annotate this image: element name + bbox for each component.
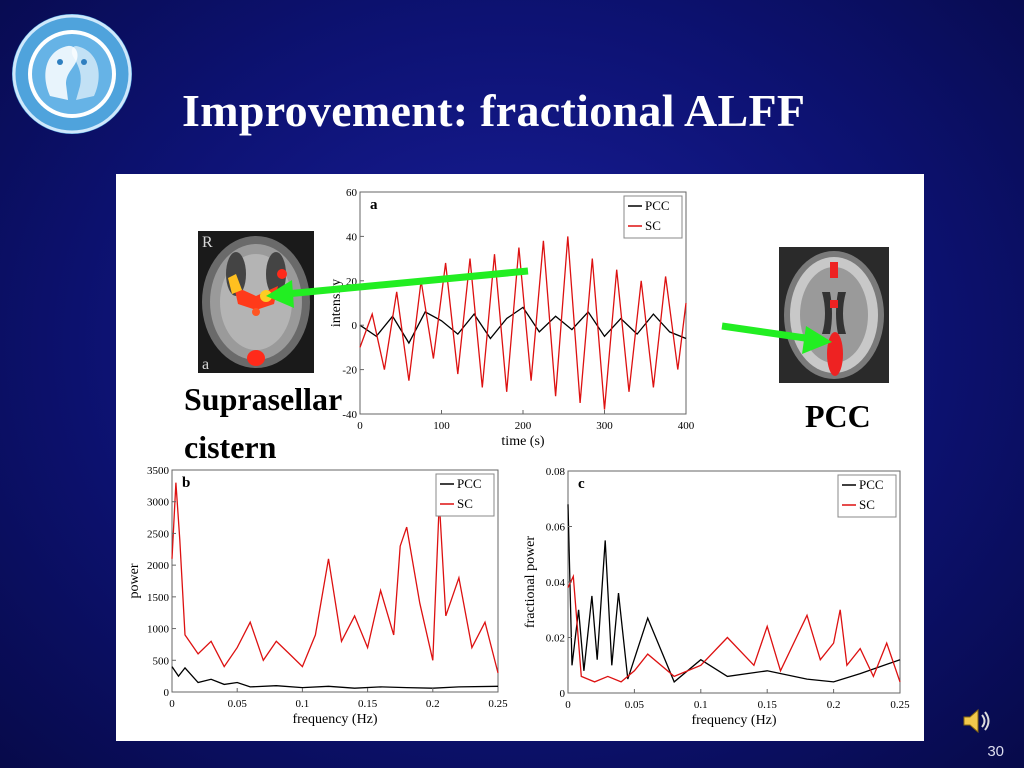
y-tick-label: 0.02 (546, 633, 565, 645)
x-tick-label: 0.25 (488, 698, 508, 710)
legend-label: PCC (457, 476, 482, 491)
legend-box (435, 473, 495, 517)
x-tick-label: 300 (596, 420, 613, 432)
x-tick-label: 200 (515, 420, 532, 432)
x-tick-label: 0 (565, 699, 571, 711)
y-tick-label: 2000 (147, 560, 170, 572)
y-axis-label: fractional power (523, 536, 538, 628)
y-tick-label: 0 (560, 688, 566, 700)
chart-b: 0 0.05 0.1 0.15 0.2 0.25 0 500 1000 1500 2000 2500 3… (127, 465, 508, 727)
arrow-to-pcc (721, 322, 832, 354)
x-axis-label: frequency (Hz) (292, 712, 377, 727)
x-tick-label: 0.15 (358, 698, 378, 710)
x-tick-label: 0.1 (296, 698, 310, 710)
x-tick-label: 0.2 (827, 699, 841, 711)
panel-label: c (578, 476, 585, 492)
series-pcc (567, 504, 901, 683)
brain-left-corner-top: R (202, 234, 213, 251)
y-tick-label: 3000 (147, 497, 170, 509)
x-tick-label: 0.2 (426, 698, 440, 710)
brain-left-corner-bottom: a (202, 356, 209, 373)
x-tick-label: 0 (169, 698, 175, 710)
series-sc (567, 573, 901, 683)
y-tick-label: 1000 (147, 624, 170, 636)
x-tick-label: 0.1 (694, 699, 708, 711)
y-tick-label: 3500 (147, 465, 170, 477)
legend-box (623, 195, 683, 239)
brain-image-left: R a (198, 231, 314, 373)
x-axis-label: frequency (Hz) (691, 713, 776, 728)
y-tick-label: 40 (346, 231, 358, 243)
y-tick-label: 0 (164, 687, 170, 699)
cistern-label: cistern (184, 429, 277, 465)
y-tick-label: -20 (342, 365, 357, 377)
y-tick-label: 2500 (147, 528, 170, 540)
legend-label: PCC (645, 198, 670, 213)
x-tick-label: 100 (433, 420, 450, 432)
panel-label: b (182, 475, 190, 491)
slide-title: Improvement: fractional ALFF (182, 85, 806, 136)
speaker-icon[interactable] (958, 704, 992, 738)
y-tick-label: 0.04 (546, 577, 566, 589)
x-tick-label: 0.05 (625, 699, 645, 711)
legend-label: SC (457, 496, 473, 511)
x-tick-label: 0.25 (890, 699, 910, 711)
figure-panel: R a Suprasellar cistern PCC 0 100 200 300 40… (116, 174, 924, 741)
y-axis-label: power (127, 563, 142, 598)
arrow-to-sc (266, 267, 529, 308)
y-tick-label: 20 (346, 276, 358, 288)
y-tick-label: 60 (346, 187, 358, 199)
panel-label: a (370, 197, 378, 213)
brain-image-right (779, 247, 889, 383)
legend-label: SC (859, 497, 875, 512)
y-tick-label: 500 (153, 655, 170, 667)
y-tick-label: 0.06 (546, 522, 566, 534)
series-sc (359, 236, 687, 410)
legend-box (837, 474, 897, 518)
y-tick-label: 0 (352, 320, 358, 332)
lab-logo (12, 14, 132, 134)
series-sc (171, 482, 499, 674)
x-tick-label: 400 (678, 420, 695, 432)
legend-label: SC (645, 218, 661, 233)
y-tick-label: 0.08 (546, 466, 566, 478)
y-tick-label: 1500 (147, 592, 170, 604)
x-tick-label: 0.05 (228, 698, 248, 710)
x-tick-label: 0.15 (758, 699, 778, 711)
x-tick-label: 0 (357, 420, 363, 432)
y-tick-label: -40 (342, 409, 357, 421)
pcc-label: PCC (805, 398, 871, 434)
suprasellar-label: Suprasellar (184, 381, 342, 417)
x-axis-label: time (s) (501, 434, 544, 449)
slide-number: 30 (987, 743, 1004, 760)
chart-c: 0 0.05 0.1 0.15 0.2 0.25 0 0.02 0.04 0.06 0.08 freq… (523, 466, 910, 728)
series-pcc (171, 666, 499, 689)
figure-canvas: R a Suprasellar cistern PCC 0 100 200 300 40… (127, 187, 910, 728)
legend-label: PCC (859, 477, 884, 492)
